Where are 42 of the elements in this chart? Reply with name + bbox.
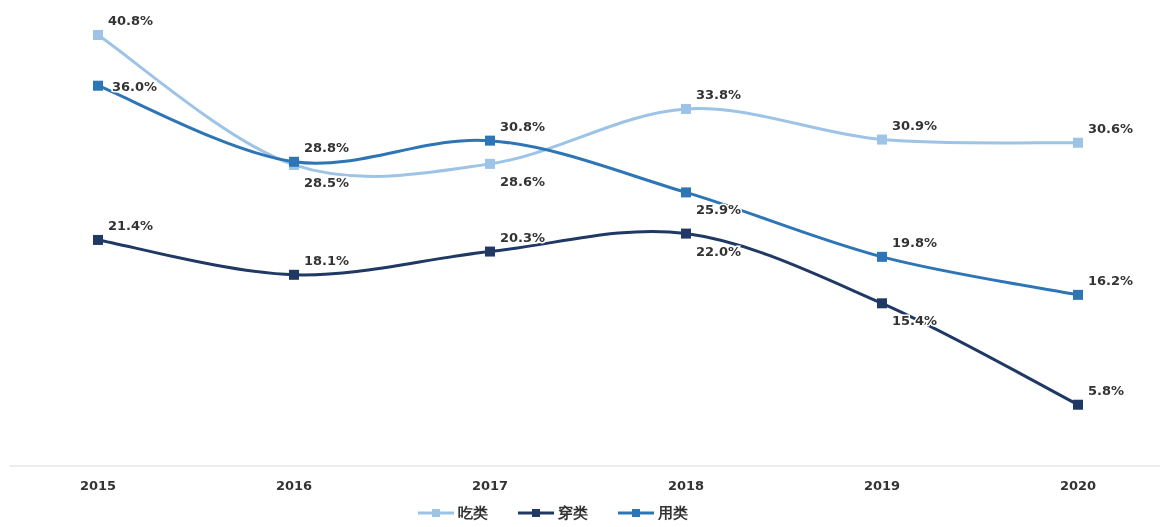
point	[93, 30, 103, 40]
point	[877, 298, 887, 309]
data-label: 33.8%	[696, 86, 742, 102]
data-label: 40.8%	[108, 13, 154, 28]
data-label: 30.6%	[1088, 120, 1134, 136]
data-label: 25.9%	[696, 202, 742, 218]
point	[1073, 289, 1083, 300]
data-label: 36.0%	[112, 78, 158, 94]
point	[1073, 399, 1083, 410]
legend-label: 用类	[657, 504, 688, 522]
point	[485, 135, 495, 146]
x-tick-label: 2015	[79, 478, 117, 493]
x-tick-label: 2016	[275, 478, 313, 493]
x-tick-label: 2017	[471, 478, 509, 493]
data-label: 30.8%	[500, 118, 546, 134]
legend-label: 穿类	[558, 504, 588, 522]
point	[289, 269, 299, 280]
point	[93, 234, 103, 245]
point	[877, 134, 887, 145]
x-tick-label: 2018	[667, 478, 705, 493]
data-label: 28.8%	[304, 139, 350, 155]
data-label: 22.0%	[696, 243, 742, 259]
data-label: 30.9%	[892, 117, 938, 133]
point	[681, 187, 691, 198]
data-label: 21.4%	[108, 217, 154, 233]
point	[1073, 137, 1083, 148]
point	[485, 158, 495, 169]
data-label: 19.8%	[892, 234, 938, 250]
data-label: 28.5%	[304, 174, 350, 190]
data-label: 16.2%	[1088, 272, 1134, 288]
point	[681, 228, 691, 239]
point	[485, 246, 495, 257]
x-tick-label: 2019	[863, 478, 901, 493]
data-label: 18.1%	[304, 252, 350, 268]
data-label: 20.3%	[500, 229, 546, 245]
point	[681, 103, 691, 114]
x-tick-label: 2020	[1059, 478, 1097, 493]
legend-label: 吃类	[458, 504, 488, 522]
data-label: 28.6%	[500, 173, 546, 189]
point	[93, 80, 103, 91]
point	[877, 251, 887, 262]
data-label: 5.8%	[1088, 382, 1125, 398]
